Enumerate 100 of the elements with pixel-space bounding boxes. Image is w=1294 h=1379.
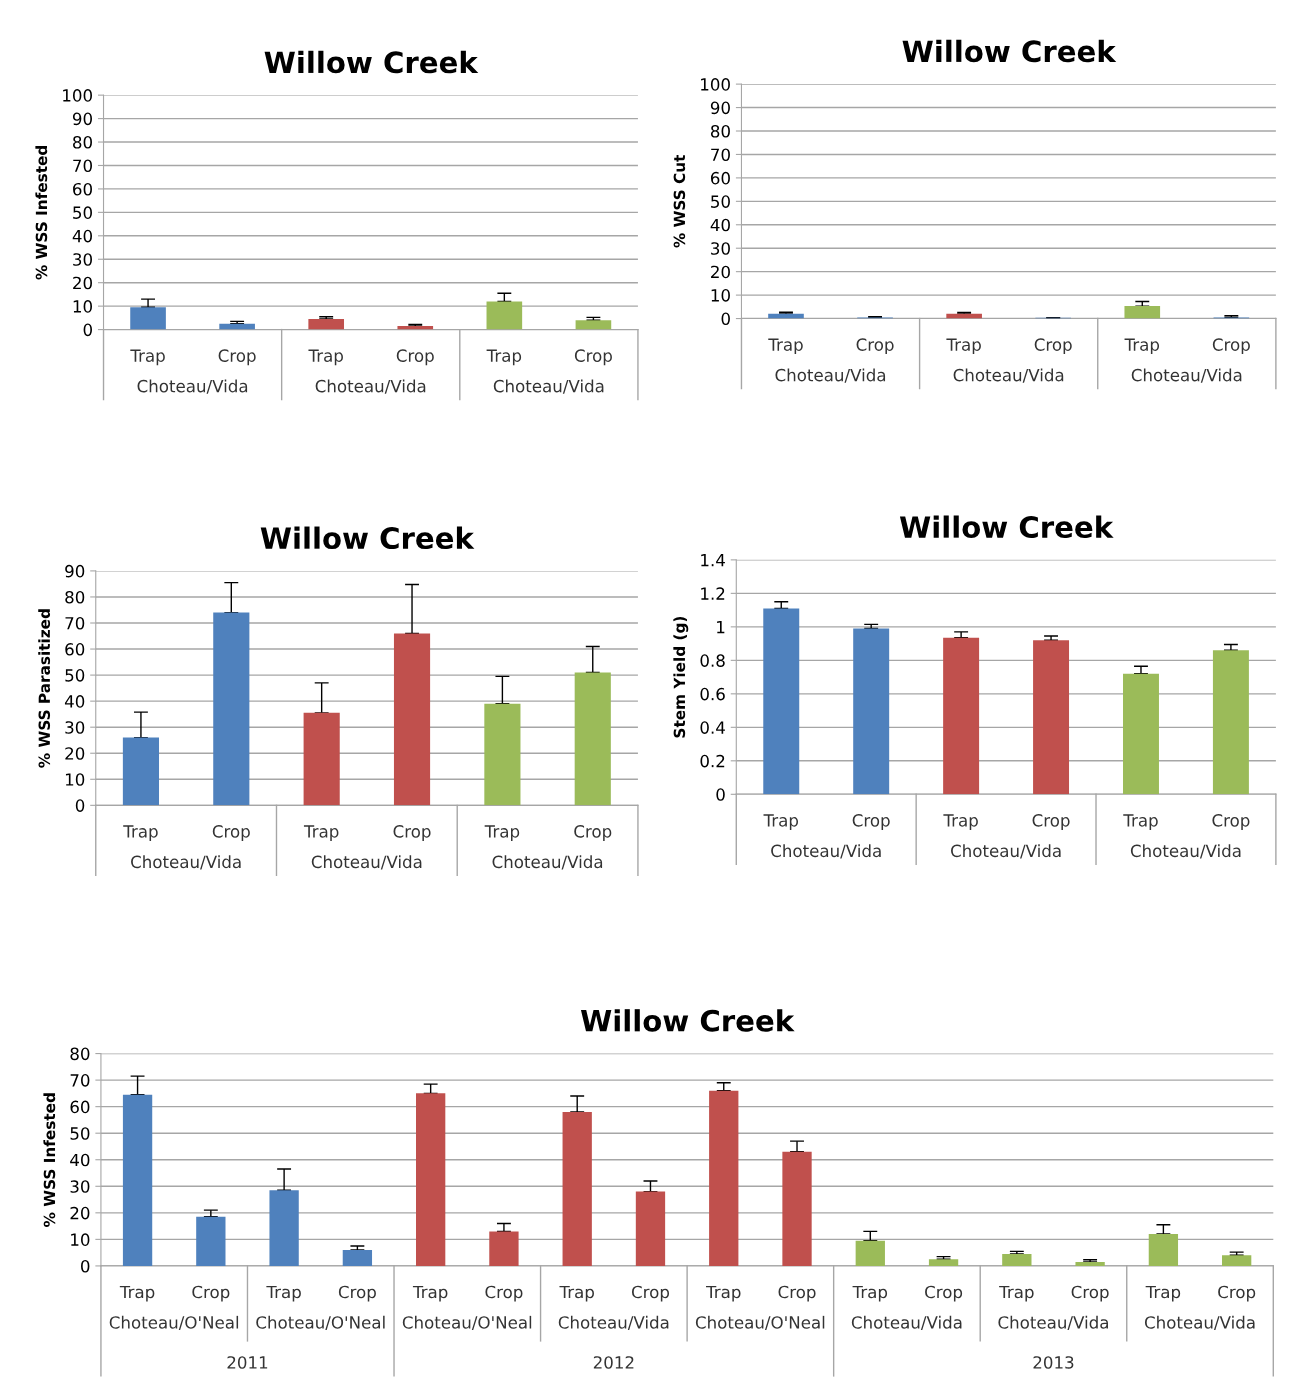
x-tick-label: Trap xyxy=(1123,814,1158,830)
text: 2013 xyxy=(1033,1356,1074,1369)
x-tick-label: Crop xyxy=(574,825,612,841)
x-tick-label: Trap xyxy=(852,1285,888,1302)
chart-title: Willow Creek xyxy=(260,526,475,550)
y-tick-label: 70 xyxy=(73,159,92,173)
x-tick-label: Crop xyxy=(631,1285,670,1302)
y-tick-label: 70 xyxy=(711,148,730,162)
x-tick-label: Trap xyxy=(768,338,803,355)
y-axis-title: Stem Yield (g) xyxy=(673,616,689,738)
y-tick-label: 60 xyxy=(711,171,730,185)
y-tick-label: 0.4 xyxy=(700,721,725,734)
y-tick-label: 70 xyxy=(65,616,85,630)
x-tick-label: Trap xyxy=(123,825,158,841)
y-tick-label: 50 xyxy=(65,669,85,682)
x-tick-label: Crop xyxy=(396,349,434,366)
text: Choteau/O'Neal xyxy=(256,1315,385,1331)
x-tick-label: Trap xyxy=(946,338,981,355)
y-tick-label: 80 xyxy=(73,136,92,149)
x-tick-label: Crop xyxy=(1218,1285,1256,1302)
x-tick-label: Trap xyxy=(763,814,799,830)
chart-title: Willow Creek xyxy=(899,515,1114,539)
x-tick-label: Crop xyxy=(1212,814,1250,830)
x-tick-label: Trap xyxy=(412,1285,448,1302)
text: Choteau/Vida xyxy=(998,1315,1108,1331)
y-tick-label: 60 xyxy=(65,643,85,656)
x-tick-label: Trap xyxy=(308,349,343,366)
y-tick-label: 20 xyxy=(711,265,730,279)
text: Choteau/O'Neal xyxy=(109,1315,239,1331)
y-axis-title: % WSS Cut xyxy=(673,154,686,248)
chart-title: Willow Creek xyxy=(264,50,479,74)
y-axis-title: % WSS Infested xyxy=(43,1093,56,1227)
x-tick-label: Crop xyxy=(338,1285,376,1302)
x-tick-label: Crop xyxy=(218,349,256,366)
y-tick-label: 0.6 xyxy=(700,687,725,701)
x-tick-label: Crop xyxy=(574,349,612,366)
x-tick-label: Trap xyxy=(1145,1285,1181,1302)
y-tick-label: 0.8 xyxy=(700,654,725,667)
x-tick-label: Crop xyxy=(192,1285,230,1302)
y-tick-label: 80 xyxy=(65,590,85,604)
y-tick-label: 0 xyxy=(716,788,725,801)
y-tick-label: 80 xyxy=(70,1047,90,1061)
chart-title: Willow Creek xyxy=(580,1009,795,1032)
y-tick-label: 20 xyxy=(73,276,92,290)
x-tick-label: Trap xyxy=(943,814,978,830)
text: Choteau/Vida xyxy=(775,368,886,383)
y-tick-label: 100 xyxy=(701,78,730,91)
y-tick-label: 10 xyxy=(711,289,730,302)
y-tick-label: 30 xyxy=(73,253,92,266)
y-axis-title: % WSS Infested xyxy=(35,145,48,280)
text: Choteau/Vida xyxy=(311,855,422,870)
text: Choteau/Vida xyxy=(493,379,604,394)
y-tick-label: 80 xyxy=(710,124,730,138)
x-tick-label: Trap xyxy=(999,1285,1034,1302)
y-tick-label: 20 xyxy=(70,1206,90,1220)
y-tick-label: 0 xyxy=(81,1259,90,1273)
y-tick-label: 40 xyxy=(72,229,92,243)
text: Choteau/Vida xyxy=(851,1315,962,1331)
x-tick-label: Crop xyxy=(485,1285,523,1302)
text: Choteau/Vida xyxy=(1130,844,1241,859)
y-tick-label: 50 xyxy=(711,195,730,208)
y-tick-label: 10 xyxy=(71,1233,90,1246)
text: Choteau/Vida xyxy=(315,379,426,394)
x-tick-label: Crop xyxy=(1032,814,1070,830)
text: Choteau/Vida xyxy=(1144,1315,1255,1331)
x-tick-label: Crop xyxy=(778,1285,816,1302)
text: Choteau/Vida xyxy=(137,379,248,394)
text: Choteau/Vida xyxy=(771,844,881,859)
y-tick-label: 60 xyxy=(70,1100,90,1114)
y-tick-label: 0 xyxy=(75,799,85,812)
y-tick-label: 1 xyxy=(717,621,725,634)
x-tick-label: Trap xyxy=(1124,338,1160,355)
y-tick-label: 60 xyxy=(73,182,92,196)
x-tick-label: Crop xyxy=(856,338,894,355)
chart-title: Willow Creek xyxy=(902,39,1117,63)
x-tick-label: Trap xyxy=(559,1285,594,1302)
y-tick-label: 0 xyxy=(721,312,730,326)
x-tick-label: Crop xyxy=(1071,1285,1109,1302)
y-tick-label: 0 xyxy=(83,323,92,337)
y-tick-label: 90 xyxy=(72,112,92,126)
text: Choteau/Vida xyxy=(131,855,241,870)
y-tick-label: 10 xyxy=(65,773,85,786)
text: Choteau/Vida xyxy=(953,368,1064,383)
y-tick-label: 90 xyxy=(65,564,85,578)
x-tick-label: Crop xyxy=(852,814,890,830)
x-tick-label: Crop xyxy=(925,1285,963,1302)
text: Choteau/Vida xyxy=(951,844,1061,859)
x-tick-label: Crop xyxy=(212,825,250,841)
x-tick-label: Trap xyxy=(484,825,520,841)
x-tick-label: Crop xyxy=(393,825,431,841)
y-tick-label: 50 xyxy=(73,206,92,219)
text: 2012 xyxy=(593,1356,634,1369)
y-tick-label: 70 xyxy=(70,1074,90,1087)
y-tick-label: 40 xyxy=(70,1153,90,1167)
y-tick-label: 10 xyxy=(73,300,92,313)
x-tick-label: Trap xyxy=(303,825,339,841)
y-tick-label: 30 xyxy=(65,721,85,734)
y-tick-label: 90 xyxy=(710,101,730,115)
y-tick-label: 40 xyxy=(710,218,730,232)
text: Choteau/Vida xyxy=(1131,368,1242,383)
